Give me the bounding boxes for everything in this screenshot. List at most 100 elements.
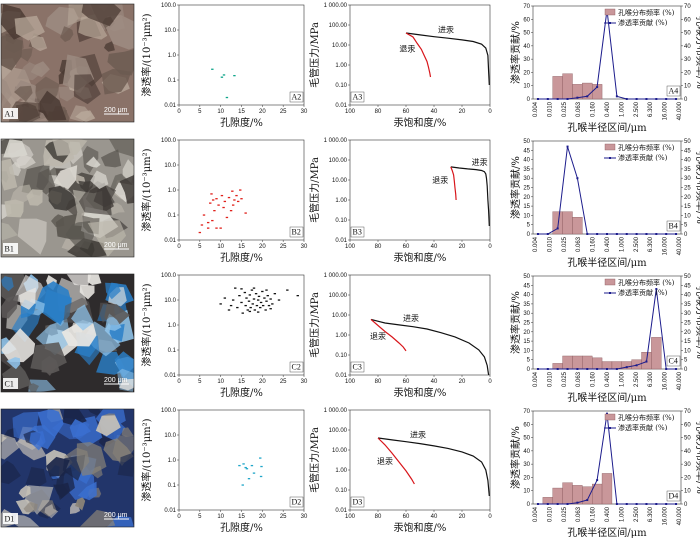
legend-bar-swatch: [604, 143, 616, 151]
x-tick-label: 0.400: [605, 371, 611, 387]
x-tick-label: 20: [259, 109, 266, 115]
data-point: [240, 301, 243, 304]
data-point: [202, 214, 206, 216]
x-tick-label: 0.004: [533, 101, 539, 117]
data-point: [243, 291, 247, 294]
y2-tick-label: 25: [684, 321, 691, 327]
y2-tick-label: 30: [684, 311, 691, 317]
contribution-marker: [556, 98, 559, 100]
legend-line-label: 渗透率贡献 (%): [618, 288, 668, 297]
x-axis-title: 孔隙度/%: [220, 386, 263, 399]
y2-tick-label: 40: [684, 158, 691, 164]
x-tick-label: 2.500: [634, 371, 640, 387]
data-point: [240, 288, 243, 290]
y2-tick-label: 50: [684, 139, 691, 145]
y2-tick-label: 20: [684, 70, 691, 76]
mineral-grain: [37, 409, 64, 438]
mineral-grain: [15, 103, 41, 122]
x-tick-label: 60: [403, 244, 410, 250]
y2-tick-label: 30: [684, 462, 691, 468]
panel-tag-box: [289, 496, 304, 508]
y-tick-label: 1.00: [335, 198, 347, 204]
frequency-bar: [552, 487, 563, 505]
mineral-grain: [65, 221, 95, 250]
x-tick-label: 80: [375, 379, 382, 385]
intrusion-curve: [405, 32, 490, 86]
panel-tag: B2: [292, 228, 301, 237]
data-point: [219, 303, 222, 305]
y-tick-label: 1.00: [335, 63, 347, 69]
contribution-marker: [625, 98, 628, 100]
y-tick-label: 1 000.00: [324, 3, 348, 9]
photo-label-box: [3, 243, 18, 254]
mineral-grain: [87, 274, 102, 286]
data-point: [213, 209, 216, 212]
data-point: [252, 287, 256, 289]
scale-bar-label: 200 μm: [104, 512, 128, 519]
y-tick-label: 0.10: [335, 218, 347, 224]
data-point: [265, 289, 268, 291]
y-tick-label: 0.1: [168, 213, 177, 219]
data-point: [220, 76, 224, 78]
contribution-marker: [625, 503, 628, 505]
contribution-marker: [635, 98, 638, 100]
mineral-grain: [48, 167, 61, 176]
y-tick-label: 1 000.00: [324, 273, 348, 279]
y2-tick-label: 0: [684, 367, 688, 373]
x-tick-label: 0.160: [591, 371, 597, 387]
legend-line-marker: [609, 427, 611, 429]
y-tick-label: 1.0: [168, 458, 177, 464]
mineral-grain: [69, 419, 92, 438]
y2-tick-label: 50: [684, 31, 691, 37]
x-tick-label: 60: [403, 514, 410, 520]
y-axis-title: 渗透率贡献/%: [509, 21, 522, 84]
x-tick-label: 40.000: [677, 506, 683, 525]
data-point: [244, 466, 247, 469]
x-tick-label: 0.010: [547, 371, 553, 387]
mineral-grain: [9, 184, 35, 205]
data-point: [259, 457, 262, 459]
x-tick-label: 25: [280, 514, 287, 520]
withdrawal-label: 退汞: [399, 44, 415, 53]
y-tick-label: 10.0: [164, 298, 176, 304]
y-tick-label: 35: [523, 167, 530, 173]
data-point: [259, 306, 262, 309]
x-tick-label: 40: [431, 244, 438, 250]
y-axis-title: 渗透率/(10⁻³μm²): [140, 418, 153, 501]
x-tick-label: 1.000: [619, 371, 625, 387]
y-tick-label: 40: [523, 44, 530, 50]
mineral-grain: [100, 149, 122, 168]
mineral-grain: [77, 481, 97, 501]
mineral-grain: [119, 378, 134, 391]
contribution-marker: [645, 360, 648, 363]
x-tick-label: 1.000: [619, 236, 625, 252]
x-tick-label: 10: [217, 379, 224, 385]
data-point: [215, 227, 218, 229]
data-point: [250, 289, 254, 291]
photo-frame: [0, 408, 135, 528]
legend-line-label: 渗透率贡献 (%): [618, 18, 668, 27]
data-point: [241, 484, 244, 486]
y-tick-label: 15: [523, 339, 530, 345]
y-tick-label: 0.01: [335, 508, 347, 514]
contribution-marker: [576, 177, 579, 180]
y2-tick-label: 30: [684, 176, 691, 182]
data-point: [200, 224, 204, 226]
frequency-bar: [562, 482, 573, 505]
data-point: [229, 304, 233, 307]
frequency-bar: [562, 211, 573, 235]
contribution-marker: [536, 503, 539, 505]
y-tick-label: 25: [523, 186, 530, 192]
x-tick-label: 15: [238, 514, 245, 520]
y-tick-label: 5: [527, 223, 531, 229]
legend-line-marker: [609, 22, 611, 24]
x-tick-label: 40.000: [677, 236, 683, 255]
x-tick-label: 25: [280, 244, 287, 250]
contribution-marker: [566, 368, 569, 370]
y2-tick-label: 60: [684, 422, 691, 428]
contribution-marker: [665, 98, 668, 100]
x-axis-title: 孔喉半径区间/μm: [567, 526, 647, 539]
x-tick-label: 2.500: [634, 506, 640, 522]
y-tick-label: 0.10: [335, 353, 347, 359]
y2-tick-label: 50: [684, 436, 691, 442]
